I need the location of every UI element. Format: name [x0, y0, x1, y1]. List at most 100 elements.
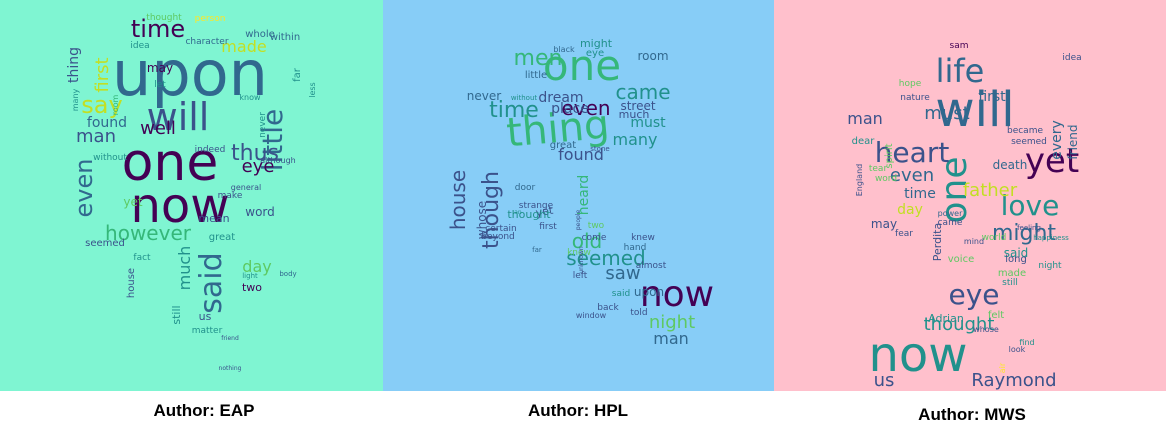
cloud-word: thought: [924, 314, 995, 335]
cloud-word: made: [221, 37, 266, 56]
cloud-word: said: [194, 252, 229, 313]
cloud-word: became: [1007, 126, 1043, 136]
cloud-word: one: [543, 41, 621, 90]
cloud-word: first: [92, 57, 113, 92]
wordcloud-panel-eap: upon one now will time said say little however ev…: [0, 0, 383, 391]
cloud-word: death: [993, 158, 1028, 172]
cloud-word: Perdita: [931, 223, 944, 261]
wordcloud-mws: willonenowlifeyetheartloveeyemightmustfi…: [847, 41, 1081, 391]
cloud-word: heard: [576, 175, 592, 215]
cloud-word: less: [308, 82, 317, 97]
cloud-word: whose: [973, 325, 999, 334]
cloud-word: people: [575, 210, 582, 231]
cloud-word: room: [111, 94, 120, 115]
cloud-word: yet: [123, 195, 142, 209]
cloud-word: door: [515, 183, 536, 193]
cloud-word: well: [140, 118, 176, 139]
cloud-word: felt: [988, 310, 1004, 321]
cloud-word: upon: [634, 285, 664, 299]
cloud-word: day: [897, 202, 923, 218]
cloud-word: light: [242, 272, 258, 280]
cloud-word: heart: [875, 136, 950, 169]
cloud-word: room: [637, 49, 668, 63]
cloud-word: little: [525, 70, 547, 81]
cloud-word: thing: [66, 47, 82, 83]
cloud-word: must: [924, 103, 969, 124]
cloud-word: dream: [538, 90, 583, 106]
cloud-word: life: [936, 52, 985, 90]
cloud-word: seemed: [566, 246, 646, 270]
cloud-word: indeed: [195, 145, 226, 155]
cloud-word: time: [904, 186, 936, 202]
cloud-word: far: [532, 246, 542, 254]
cloud-word: many: [71, 88, 80, 111]
cloud-word: eye: [948, 278, 999, 311]
cloud-word: came: [615, 80, 670, 104]
cloud-word: thought: [507, 208, 551, 221]
cloud-word: will: [935, 82, 1014, 138]
cloud-word: feeling: [1017, 224, 1041, 232]
cloud-word: sam: [950, 41, 969, 51]
cloud-word: time: [489, 98, 539, 123]
cloud-word: day: [242, 257, 271, 276]
cloud-word: almost: [636, 261, 667, 271]
cloud-word: know: [239, 93, 261, 102]
cloud-word: seemed: [1011, 137, 1047, 147]
cloud-word: make: [218, 191, 243, 201]
cloud-word: even: [561, 96, 610, 120]
cloud-word: old: [572, 229, 603, 253]
cloud-word: every: [1049, 120, 1065, 160]
cloud-word: window: [576, 311, 607, 320]
cloud-word: idea: [1062, 53, 1081, 63]
cloud-word: love: [1001, 189, 1060, 222]
cloud-word: world: [982, 233, 1007, 243]
cloud-word: much: [619, 108, 650, 121]
cloud-word: two: [242, 281, 262, 294]
cloud-word: word: [245, 205, 275, 219]
cloud-word: never: [258, 112, 268, 138]
cloud-word: say: [81, 91, 122, 119]
cloud-word: night: [1038, 261, 1062, 271]
cloud-word: yet: [1025, 141, 1079, 181]
cloud-word: man: [653, 329, 689, 348]
cloud-word: thing: [505, 102, 612, 157]
cloud-word: street: [620, 99, 655, 113]
cloud-word: now: [640, 274, 714, 315]
cloud-word: first: [539, 222, 557, 232]
cloud-word: us: [874, 370, 895, 391]
cloud-word: know: [567, 248, 591, 258]
cloud-word: still: [1002, 278, 1018, 288]
cloud-word: friend: [1066, 124, 1080, 159]
cloud-word: voice: [948, 254, 974, 265]
cloud-word: mean: [198, 212, 229, 225]
cloud-word: whole: [245, 29, 275, 40]
cloud-word: first: [978, 89, 1006, 105]
cloud-word: however: [105, 221, 192, 245]
cloud-word: men: [514, 46, 563, 71]
cloud-word: thus: [231, 141, 279, 166]
cloud-word: person: [195, 14, 226, 24]
cloud-word: fear: [895, 229, 913, 239]
cloud-word: said: [612, 289, 630, 299]
cloud-word: certain: [485, 224, 516, 234]
cloud-word: fact: [133, 253, 151, 263]
cloud-word: though: [479, 171, 504, 249]
cloud-word: whose: [475, 201, 489, 239]
cloud-word: spirit: [884, 143, 895, 168]
cloud-word: unknown: [578, 246, 585, 273]
cloud-word: made: [998, 268, 1026, 279]
cloud-word: hope: [899, 79, 922, 89]
cloud-word: us: [199, 310, 212, 323]
cloud-word: one: [934, 157, 975, 224]
cloud-word: never: [467, 89, 501, 103]
cloud-word: an: [514, 209, 522, 216]
cloud-word: although: [260, 156, 295, 165]
cloud-word: look: [1009, 345, 1026, 354]
cloud-word: without: [511, 94, 538, 102]
cloud-word: man: [76, 126, 116, 147]
cloud-word: told: [630, 308, 647, 318]
cloud-word: nature: [900, 93, 930, 103]
cloud-word: strange: [519, 201, 554, 211]
cloud-word: now: [868, 327, 967, 383]
